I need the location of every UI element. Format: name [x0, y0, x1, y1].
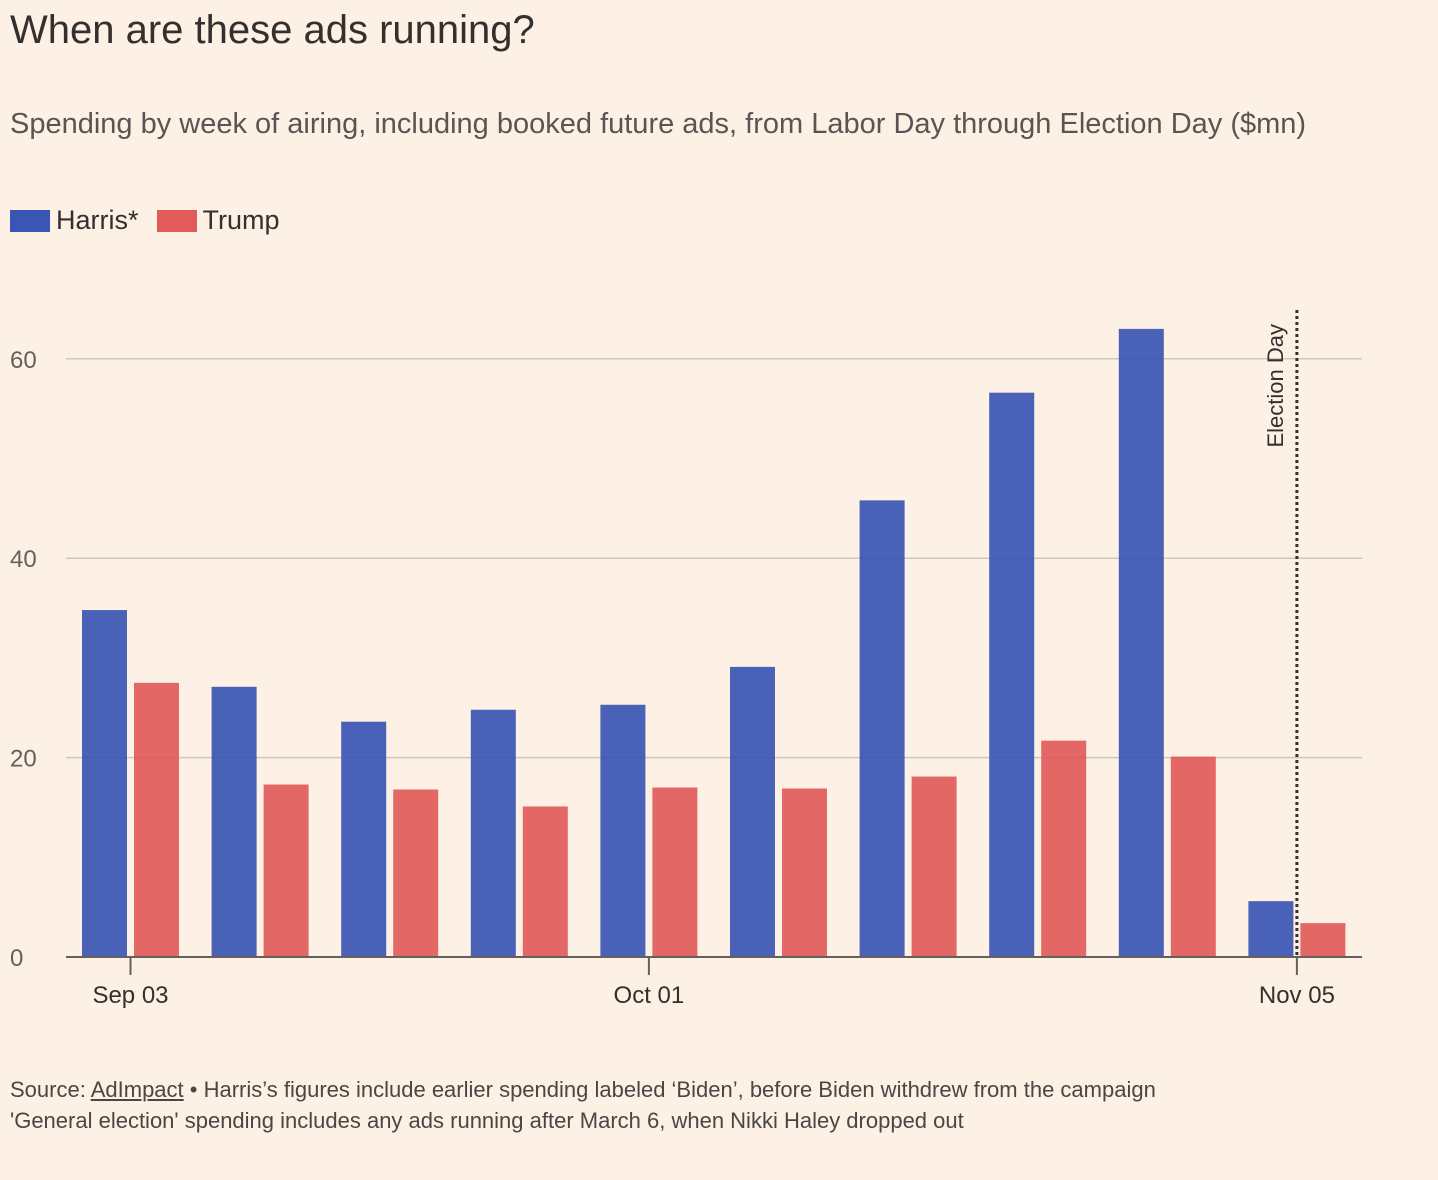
source-line-1: Source: AdImpact • Harris’s figures incl…: [10, 1074, 1156, 1105]
bar-trump-oct-29: [1170, 756, 1216, 957]
bar-harris-sep-03: [82, 610, 127, 957]
bar-trump-sep-03: [134, 682, 179, 957]
bar-harris-oct-08: [730, 666, 775, 957]
legend-item-harris: Harris*: [10, 205, 139, 236]
chart-title: When are these ads running?: [10, 8, 535, 52]
source-note-line-2: 'General election' spending includes any…: [10, 1108, 964, 1133]
y-tick-label-40: 40: [10, 546, 37, 573]
bar-harris-oct-29: [1118, 328, 1164, 957]
chart-legend: Harris* Trump: [10, 205, 298, 236]
bar-trump-sep-10: [263, 784, 309, 957]
bar-trump-sep-17: [393, 789, 439, 957]
bar-trump-oct-01: [652, 787, 698, 957]
election-day-label: Election Day: [1263, 324, 1288, 448]
chart-subtitle: Spending by week of airing, including bo…: [10, 108, 1307, 140]
legend-swatch-harris: [10, 209, 50, 232]
source-link-adimpact[interactable]: AdImpact: [90, 1077, 184, 1102]
x-tick-label-oct-01: Oct 01: [614, 982, 685, 1009]
bar-trump-oct-22: [1041, 740, 1087, 957]
bar-trump-nov-05: [1300, 923, 1346, 957]
source-prefix: Source:: [10, 1077, 91, 1102]
legend-item-trump: Trump: [156, 205, 280, 236]
legend-label-trump: Trump: [202, 205, 280, 235]
x-tick-label-nov-05: Nov 05: [1259, 982, 1335, 1009]
legend-swatch-trump: [156, 209, 197, 232]
y-tick-label-60: 60: [10, 347, 37, 374]
bar-harris-oct-01: [600, 704, 646, 957]
y-tick-label-0: 0: [10, 945, 23, 972]
bar-chart: 0 20 40 60 Sep 03 Oct 01 Nov 05 Election Day: [10, 310, 1362, 1009]
bar-harris-sep-17: [341, 721, 387, 957]
bar-harris-oct-22: [989, 392, 1035, 957]
bar-harris-sep-24: [470, 709, 516, 957]
y-tick-label-20: 20: [10, 746, 37, 773]
bar-harris-nov-05: [1248, 901, 1294, 957]
source-note-line-1: • Harris’s figures include earlier spend…: [183, 1077, 1156, 1102]
bar-trump-sep-24: [522, 806, 568, 957]
bar-harris-oct-15: [859, 500, 905, 957]
legend-label-harris: Harris*: [56, 205, 139, 235]
bar-trump-oct-15: [911, 776, 957, 957]
bar-trump-oct-08: [782, 788, 827, 957]
x-tick-label-sep-03: Sep 03: [92, 982, 168, 1009]
source-note: Source: AdImpact • Harris’s figures incl…: [10, 1074, 1156, 1136]
bar-harris-sep-10: [211, 686, 257, 957]
